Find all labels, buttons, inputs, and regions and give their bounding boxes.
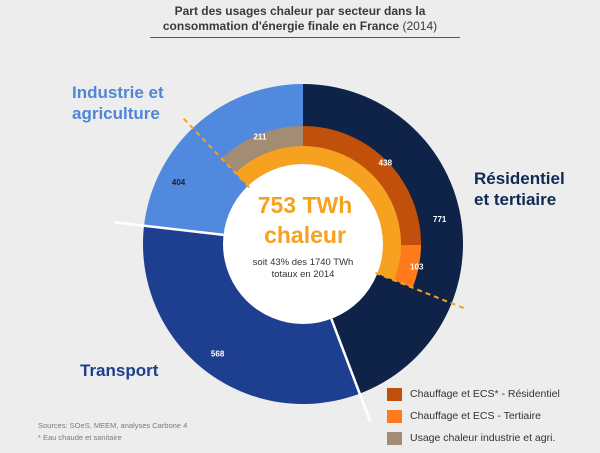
sector-residentiel-line-2: et tertiaire <box>474 190 557 209</box>
legend-item-industrie: Usage chaleur industrie et agri. <box>387 427 592 449</box>
sector-separators <box>114 116 466 423</box>
center-big-line-2: chaleur <box>264 222 346 248</box>
legend-item-residentiel: Chauffage et ECS* - Résidentiel <box>387 383 592 405</box>
legend-label-residentiel: Chauffage et ECS* - Résidentiel <box>410 388 560 400</box>
sector-label-residentiel: Résidentiel et tertiaire <box>474 168 565 210</box>
value-label-transport-total: 568 <box>211 350 225 359</box>
title-line-2: consommation d'énergie finale en France … <box>130 19 470 34</box>
center-disc <box>223 145 401 324</box>
legend-swatch-tertiaire <box>387 409 402 423</box>
value-label-industrie-total: 404 <box>172 178 186 187</box>
sources-line-2: * Eau chaude et sanitaire <box>38 433 122 442</box>
sector-industrie-line-2: agriculture <box>72 104 160 123</box>
legend-label-industrie: Usage chaleur industrie et agri. <box>410 432 556 444</box>
title-line-2-text: consommation d'énergie finale en France <box>162 19 400 33</box>
heat-accent-band <box>235 145 401 281</box>
chart-title: Part des usages chaleur par secteur dans… <box>130 4 470 34</box>
center-small-line-1: soit 43% des 1740 TWh <box>253 257 354 268</box>
sector-separator-2 <box>114 221 224 237</box>
center-big-line-1: 753 TWh <box>258 192 353 218</box>
value-label-residentiel-total: 771 <box>433 215 447 224</box>
sector-label-transport: Transport <box>80 361 159 380</box>
title-line-1: Part des usages chaleur par secteur dans… <box>174 4 426 18</box>
legend-item-tertiaire: Chauffage et ECS - Tertiaire <box>387 405 592 427</box>
center-disc-fill <box>223 164 383 324</box>
center-text: 753 TWh chaleur soit 43% des 1740 TWh to… <box>253 192 354 280</box>
value-label-chaleur-residentiel: 438 <box>379 158 393 167</box>
sector-label-industrie: Industrie et agriculture <box>72 82 164 124</box>
legend: Chauffage et ECS* - Résidentiel Chauffag… <box>387 383 592 449</box>
sources-note: Sources: SOeS, MEEM, analyses Carbone 4 … <box>38 420 187 444</box>
sources-line-1: Sources: SOeS, MEEM, analyses Carbone 4 <box>38 421 188 430</box>
value-labels: 771 568 404 438 103 211 <box>172 132 447 358</box>
heat-boundary-line-1 <box>375 271 466 310</box>
sector-residentiel-line-1: Résidentiel <box>474 169 565 188</box>
sector-separator-1 <box>330 318 372 423</box>
heat-boundary-line-2 <box>181 116 250 189</box>
center-small-line-2: totaux en 2014 <box>272 269 335 280</box>
legend-swatch-residentiel <box>387 387 402 401</box>
legend-label-tertiaire: Chauffage et ECS - Tertiaire <box>410 410 541 422</box>
title-divider <box>150 37 460 38</box>
sector-industrie-line-1: Industrie et <box>72 83 164 102</box>
legend-swatch-industrie <box>387 431 402 445</box>
value-label-chaleur-industrie: 211 <box>253 132 266 141</box>
title-year: (2014) <box>402 19 438 33</box>
value-label-chaleur-tertiaire: 103 <box>410 262 424 271</box>
